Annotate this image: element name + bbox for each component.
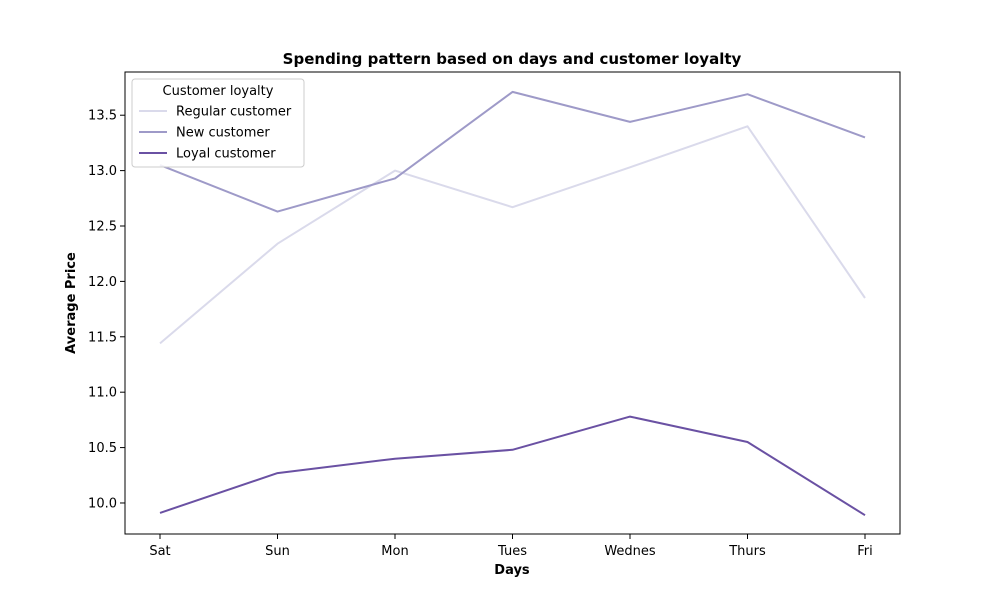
x-tick-label: Sun — [265, 544, 290, 559]
y-tick-label: 11.5 — [88, 330, 117, 345]
x-tick-label: Fri — [857, 544, 873, 559]
y-tick-label: 10.0 — [88, 496, 117, 511]
legend-label: Regular customer — [176, 105, 292, 120]
y-tick-label: 12.0 — [88, 275, 117, 290]
x-tick-label: Sat — [149, 544, 170, 559]
x-axis-title: Days — [494, 563, 530, 578]
series-line-new-customer — [159, 90, 866, 213]
y-tick-label: 13.5 — [88, 109, 117, 124]
series-line-regular-customer — [159, 125, 866, 345]
x-tick-label: Thurs — [728, 544, 766, 559]
x-tick-label: Wednes — [604, 544, 656, 559]
x-axis: Sat Sun Mon Tues Wednes Thurs Fri — [149, 534, 873, 559]
legend-title: Customer loyalty — [163, 84, 274, 99]
legend-label: Loyal customer — [176, 147, 276, 162]
chart-title: Spending pattern based on days and custo… — [283, 50, 742, 68]
legend-box — [131, 78, 305, 168]
y-tick-label: 13.0 — [88, 164, 117, 179]
y-axis-title: Average Price — [64, 252, 79, 354]
legend-label: New customer — [176, 126, 270, 141]
y-tick-label: 12.5 — [88, 220, 117, 235]
series-line-loyal-customer — [159, 415, 866, 517]
series-layer — [159, 90, 866, 517]
y-tick-label: 11.0 — [88, 386, 117, 401]
legend: Customer loyalty Regular customer New cus… — [131, 78, 305, 168]
y-tick-label: 10.5 — [88, 441, 117, 456]
legend-items: Regular customer New customer Loyal custom… — [139, 105, 292, 162]
y-axis: 10.0 10.5 11.0 11.5 12.0 12.5 13.0 13.5 — [88, 109, 125, 511]
x-tick-label: Mon — [381, 544, 408, 559]
x-tick-label: Tues — [497, 544, 527, 559]
